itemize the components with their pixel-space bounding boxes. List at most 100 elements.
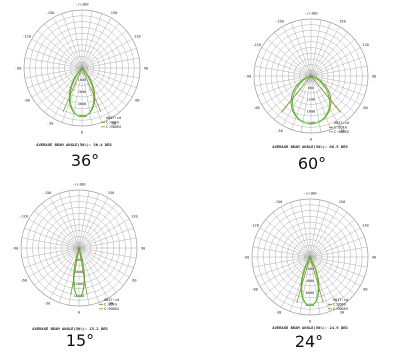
legend-title: UNIT:cd <box>104 298 119 302</box>
grid-spoke <box>41 203 80 249</box>
grid-spoke <box>299 256 311 315</box>
grid-spoke <box>81 10 93 69</box>
grid-spoke <box>309 256 365 278</box>
grid-spoke <box>272 256 311 302</box>
radial-label-bg <box>305 85 317 90</box>
grid-spoke <box>52 17 83 69</box>
grid-spoke <box>78 247 117 293</box>
angle-tick-label: -150 <box>274 200 283 204</box>
grid-spoke <box>37 30 83 69</box>
angle-tick-label: 0 <box>310 137 312 141</box>
grid-spoke <box>78 247 134 269</box>
beam-angle-line <box>62 67 83 112</box>
grid-spoke <box>310 39 355 77</box>
grid-spoke <box>68 190 80 249</box>
angle-tick-label: 120 <box>134 34 141 38</box>
grid-spoke <box>24 227 80 249</box>
grid-spoke <box>78 218 130 249</box>
grid-spoke <box>282 26 312 77</box>
grid-spoke <box>49 197 80 249</box>
radial-value-label: 4000 <box>75 258 84 262</box>
polar-chart-60: -/+180 150 120 90 60 30 0 -30 -60 -90 -120 -150 600 1… <box>206 0 413 173</box>
angle-tick-label: 90 <box>141 246 145 250</box>
legend-title: UNIT:cd <box>333 298 348 302</box>
radial-value-label: 2400 <box>307 121 316 125</box>
radial-value-label: 2000 <box>306 267 315 271</box>
grid-spoke <box>254 65 312 77</box>
grid-spoke <box>309 256 361 287</box>
grid-spoke <box>71 10 83 69</box>
grid-spoke <box>81 38 133 69</box>
angle-tick-label: -90 <box>15 66 22 70</box>
beam-angle-line <box>70 247 80 296</box>
angle-tick-label: 0 <box>81 130 83 134</box>
grid-spoke <box>267 75 312 113</box>
radial-label-bg <box>304 302 316 307</box>
angle-tick-label: -60 <box>20 278 27 282</box>
radial-label-bg <box>305 108 317 113</box>
legend-entry: C:0DEG <box>334 126 347 130</box>
angle-tick-label: -/+180 <box>305 11 318 15</box>
grid-spoke <box>37 67 83 106</box>
angle-tick-label: -120 <box>22 34 31 38</box>
grid-spoke <box>28 218 80 249</box>
grid-spoke <box>81 67 127 106</box>
beam-angle-label-36: 36° <box>70 151 100 170</box>
radial-value-label: 8000 <box>75 270 84 274</box>
angle-tick-label: -90 <box>243 255 250 259</box>
radial-value-label: 16000 <box>74 294 85 298</box>
grid-spoke <box>310 75 331 130</box>
angle-tick-label: 60 <box>135 98 139 102</box>
grid-spoke <box>81 67 93 126</box>
angle-tick-label: 150 <box>111 11 118 15</box>
beam-angle-footer: AVERAGE BEAM ANGLE(50%): 60.5 DEG <box>272 144 348 149</box>
grid-spoke <box>24 67 83 79</box>
legend-entry: C:0DEG <box>106 121 119 125</box>
grid-spoke <box>58 193 80 249</box>
angle-tick-label: -30 <box>275 311 282 315</box>
grid-spoke <box>309 256 348 302</box>
grid-spoke <box>27 47 83 69</box>
grid-spoke <box>309 219 355 258</box>
angle-tick-label: -90 <box>12 246 19 250</box>
grid-spoke <box>81 67 137 89</box>
grid-spoke <box>310 65 368 77</box>
grid-spoke <box>34 247 80 286</box>
legend-entry: C:90DEG <box>333 307 348 311</box>
grid-spoke <box>81 67 112 119</box>
beam-angle-line <box>309 256 324 303</box>
beam-angle-line <box>296 256 311 303</box>
legend-entry: C:0DEG <box>333 303 346 307</box>
grid-spoke <box>81 30 127 69</box>
angle-tick-label: 60 <box>363 106 367 110</box>
series-c90-curve <box>73 246 85 298</box>
radial-value-label: 4000 <box>78 114 87 118</box>
grid-spoke <box>300 19 312 77</box>
angle-tick-label: 60 <box>363 287 367 291</box>
angle-tick-label: 120 <box>362 43 369 47</box>
grid-spoke <box>261 47 312 77</box>
grid-spoke <box>280 206 311 258</box>
angle-tick-label: 30 <box>109 302 113 306</box>
beam-angle-label-24: 24° <box>294 332 324 351</box>
grid-spoke <box>257 56 312 77</box>
grid-spoke <box>267 39 312 77</box>
grid-spoke <box>78 210 124 249</box>
angle-tick-label: 90 <box>372 255 376 259</box>
grid-spoke <box>291 22 312 77</box>
beam-angle-footer: AVERAGE BEAM ANGLE(50%): 24.9 DEG <box>272 325 348 330</box>
angle-tick-label: 60 <box>132 278 136 282</box>
grid-spoke <box>309 256 340 308</box>
grid-spoke <box>78 190 90 249</box>
grid-spoke <box>24 57 83 69</box>
radial-label-bg <box>76 113 88 118</box>
beam-angle-line <box>81 67 102 112</box>
grid-spoke <box>49 247 80 299</box>
grid-spoke <box>310 32 348 77</box>
grid-spoke <box>310 19 322 77</box>
grid-spoke <box>81 67 140 79</box>
radial-label-bg <box>73 281 85 286</box>
radial-label-bg <box>76 101 88 106</box>
legend-entry: C:90DEG <box>104 307 119 311</box>
grid-spoke <box>309 256 355 295</box>
